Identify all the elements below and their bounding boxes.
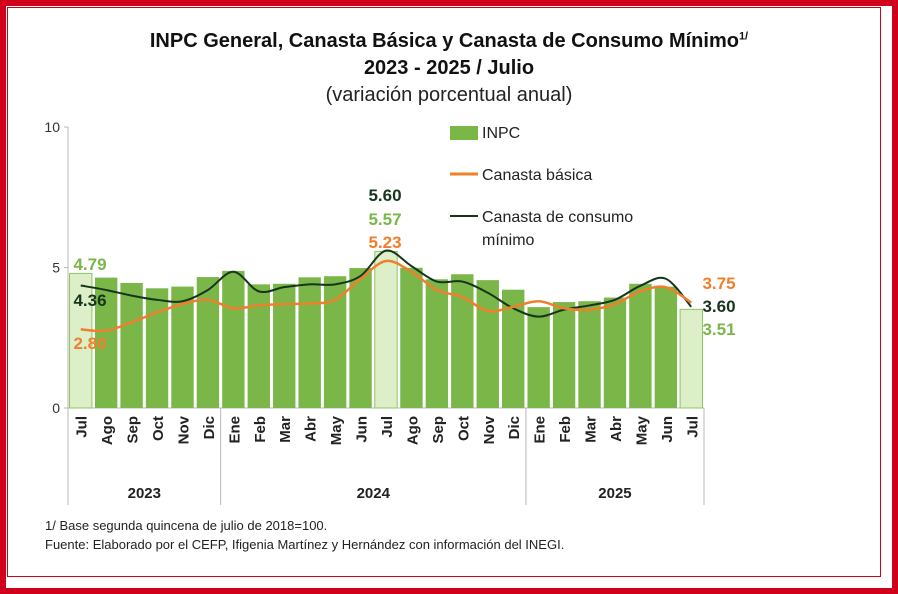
bar-inpc-18 xyxy=(527,307,550,408)
bar-inpc-21 xyxy=(603,297,627,408)
x-tick-label-22: May xyxy=(633,415,650,445)
data-label-5: 5.23 xyxy=(368,233,401,252)
x-tick-label-6: Ene xyxy=(226,416,243,444)
data-label-6: 3.75 xyxy=(702,274,735,293)
data-label-2: 2.80 xyxy=(73,334,106,353)
y-tick-label: 5 xyxy=(52,260,60,276)
chart-inner-border xyxy=(7,7,881,577)
bar-inpc-17 xyxy=(502,289,525,408)
bar-inpc-22 xyxy=(629,283,652,408)
bar-inpc-5 xyxy=(196,277,220,408)
bar-inpc-4 xyxy=(171,286,194,408)
x-tick-label-2: Sep xyxy=(125,416,142,444)
title-footnote-mark: 1/ xyxy=(738,30,749,43)
legend-label-canasta-consumo: Canasta de consumo xyxy=(482,209,633,226)
data-label-3: 5.60 xyxy=(368,186,401,205)
legend-label-canasta-basica: Canasta básica xyxy=(482,167,592,184)
x-tick-label-23: Jun xyxy=(659,416,676,443)
x-tick-label-24: Jul xyxy=(684,416,701,438)
x-tick-label-8: Mar xyxy=(277,416,294,443)
year-label-2025: 2025 xyxy=(598,485,631,502)
footnote-base: 1/ Base segunda quincena de julio de 201… xyxy=(45,518,328,533)
bar-inpc-6 xyxy=(222,270,245,408)
line-canasta-consumo-minimo xyxy=(80,249,693,318)
x-tick-label-15: Oct xyxy=(455,416,472,441)
bar-inpc-11 xyxy=(349,268,372,408)
bar-inpc-2 xyxy=(120,282,143,408)
bar-inpc-14 xyxy=(425,279,449,408)
x-tick-label-12: Jul xyxy=(379,416,396,438)
bar-inpc-10 xyxy=(323,276,347,408)
x-tick-label-10: May xyxy=(328,415,345,445)
data-label-7: 3.60 xyxy=(702,297,735,316)
bar-inpc-0 xyxy=(69,272,93,409)
bar-inpc-23 xyxy=(654,286,678,408)
x-tick-label-21: Abr xyxy=(608,416,625,442)
y-tick-label: 0 xyxy=(52,400,60,416)
legend-label-canasta-consumo-line2: mínimo xyxy=(482,232,535,249)
data-label-1: 4.36 xyxy=(73,291,106,310)
x-tick-label-14: Sep xyxy=(430,416,447,444)
footnote-source: Fuente: Elaborado por el CEFP, Ifigenia … xyxy=(45,537,565,552)
bar-inpc-19 xyxy=(552,302,576,408)
x-tick-label-17: Dic xyxy=(506,416,523,439)
x-tick-label-5: Dic xyxy=(201,416,218,439)
x-tick-label-20: Mar xyxy=(583,416,600,443)
legend-swatch-inpc xyxy=(450,126,478,140)
x-tick-label-13: Ago xyxy=(404,416,421,445)
x-tick-label-9: Abr xyxy=(303,416,320,442)
year-label-2024: 2024 xyxy=(357,485,391,502)
bar-inpc-8 xyxy=(273,283,296,408)
bar-inpc-12 xyxy=(374,250,398,409)
bar-inpc-7 xyxy=(247,284,270,408)
bar-inpc-20 xyxy=(578,301,601,408)
bar-inpc-24 xyxy=(679,308,703,409)
bar-inpc-13 xyxy=(400,267,423,408)
x-tick-label-0: Jul xyxy=(74,416,91,438)
bar-inpc-3 xyxy=(145,288,169,408)
data-label-4: 5.57 xyxy=(368,210,401,229)
data-label-0: 4.79 xyxy=(73,255,106,274)
x-tick-label-18: Ene xyxy=(532,416,549,444)
bar-inpc-1 xyxy=(94,277,118,408)
x-tick-label-4: Nov xyxy=(175,415,192,444)
x-tick-label-11: Jun xyxy=(354,416,371,443)
chart-period: 2023 - 2025 / Julio xyxy=(363,57,535,79)
bar-inpc-15 xyxy=(451,274,474,408)
y-tick-label: 10 xyxy=(44,119,60,135)
chart-title-text: INPC General, Canasta Básica y Canasta d… xyxy=(149,30,739,52)
x-tick-label-19: Feb xyxy=(557,416,574,443)
x-tick-label-3: Oct xyxy=(150,416,167,441)
year-label-2023: 2023 xyxy=(128,485,161,502)
x-tick-label-16: Nov xyxy=(481,415,498,444)
x-tick-label-7: Feb xyxy=(252,416,269,443)
bar-inpc-9 xyxy=(298,277,321,408)
chart-title: INPC General, Canasta Básica y Canasta d… xyxy=(0,30,898,53)
chart-subtitle: (variación porcentual anual) xyxy=(325,84,573,106)
bar-inpc-16 xyxy=(476,280,499,408)
data-label-8: 3.51 xyxy=(702,320,735,339)
legend-label-inpc: INPC xyxy=(482,125,520,142)
x-tick-label-1: Ago xyxy=(99,416,116,445)
line-canasta-basica xyxy=(80,259,692,333)
